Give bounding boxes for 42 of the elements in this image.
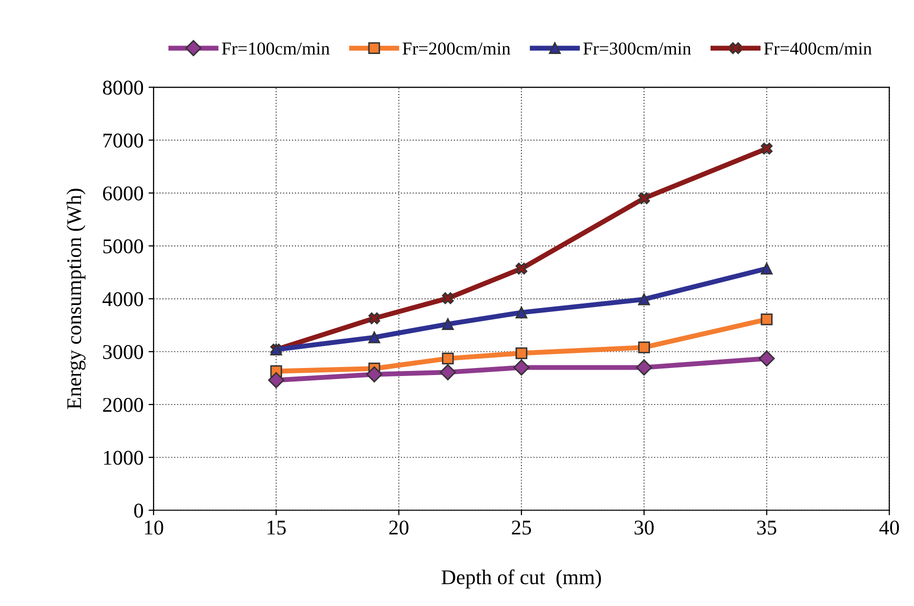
x-tick-label: 35	[757, 520, 776, 535]
x-tick-label: 30	[634, 520, 654, 535]
point	[760, 142, 773, 154]
y-tick-label: 0	[134, 504, 144, 518]
point	[760, 313, 773, 326]
point	[366, 366, 382, 382]
point	[516, 262, 528, 275]
y-tick-label: 2000	[103, 398, 144, 412]
x-tick-label: 15	[268, 520, 286, 535]
point	[268, 372, 284, 388]
legend-label: Fr=200cm/min	[402, 42, 510, 55]
point	[442, 292, 454, 304]
y-tick-label: 7000	[104, 134, 144, 148]
point	[442, 352, 454, 364]
y-tick-label: 6000	[103, 186, 144, 200]
y-tick-label: 1000	[104, 450, 144, 465]
x-tick-label: 20	[389, 520, 408, 535]
point	[442, 318, 454, 330]
point	[516, 306, 528, 318]
point	[638, 293, 650, 306]
point	[758, 350, 775, 367]
point	[440, 364, 456, 380]
point	[368, 312, 380, 324]
legend-label: Fr=100cm/min	[222, 42, 330, 55]
point	[513, 359, 530, 376]
x-tick-label: 25	[512, 520, 532, 535]
point	[636, 359, 652, 376]
point	[638, 192, 650, 204]
x-axis-title: Depth of cut (mm)	[442, 569, 601, 589]
point	[516, 347, 528, 360]
y-tick-label: 5000	[103, 239, 144, 254]
y-tick-label: 4000	[102, 292, 144, 306]
legend-label: Fr=400cm/min	[764, 42, 872, 55]
point	[368, 331, 380, 344]
legend-label: Fr=300cm/min	[583, 42, 692, 55]
point	[760, 262, 773, 275]
y-axis-title: Energy consumption (Wh)	[66, 188, 86, 410]
x-tick-label: 10	[144, 520, 164, 535]
y-tick-label: 3000	[103, 345, 144, 360]
point	[638, 342, 650, 354]
y-tick-label: 8000	[102, 80, 144, 95]
x-tick-label: 40	[879, 520, 899, 535]
